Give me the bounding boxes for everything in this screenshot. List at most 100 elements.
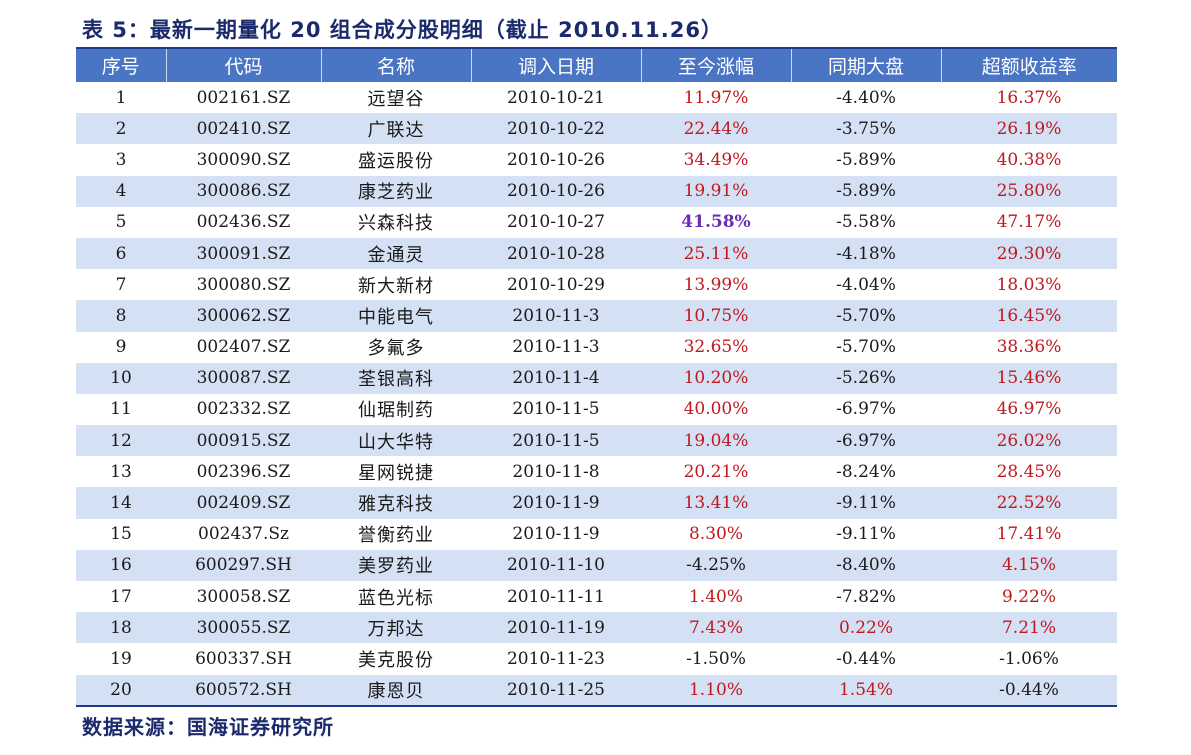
table-row: 18 300055.SZ 万邦达 2010-11-19 7.43% 0.22% 7.21% bbox=[76, 612, 1117, 644]
cell-name: 仙琚制药 bbox=[358, 400, 434, 422]
cell-excess: 29.30% bbox=[941, 237, 1117, 270]
cell-code: 600337.SH bbox=[195, 648, 292, 669]
cell-code: 300090.SZ bbox=[196, 149, 291, 170]
cell-name: 美罗药业 bbox=[321, 549, 471, 581]
cell-date: 2010-10-21 bbox=[506, 87, 605, 108]
cell-index: 8 bbox=[76, 300, 166, 332]
cell-gain: 1.10% bbox=[641, 674, 791, 706]
cell-name: 山大华特 bbox=[321, 425, 471, 457]
table-row: 8 300062.SZ 中能电气 2010-11-3 10.75% -5.70% 16.45… bbox=[76, 300, 1117, 332]
cell-market: -9.11% bbox=[791, 487, 941, 519]
cell-excess: 17.41% bbox=[996, 524, 1062, 545]
cell-index: 7 bbox=[115, 274, 127, 295]
table-row: 2 002410.SZ 广联达 2010-10-22 22.44% -3.75% 26.19… bbox=[76, 113, 1117, 145]
table-row: 20 600572.SH 康恩贝 2010-11-25 1.10% 1.54% -0.44% bbox=[76, 674, 1117, 706]
cell-excess: 18.03% bbox=[996, 274, 1062, 295]
header-index: 序号 bbox=[76, 49, 167, 82]
cell-gain: 34.49% bbox=[683, 149, 749, 170]
table-row: 11 002332.SZ 仙琚制药 2010-11-5 40.00% -6.97% 46.9… bbox=[76, 394, 1117, 425]
cell-code: 300055.SZ bbox=[166, 612, 321, 644]
cell-code: 002161.SZ bbox=[196, 87, 291, 108]
cell-index: 15 bbox=[110, 524, 132, 545]
cell-code: 300062.SZ bbox=[166, 300, 321, 332]
cell-market: -5.89% bbox=[836, 149, 896, 170]
table-row: 12 000915.SZ 山大华特 2010-11-5 19.04% -6.97% 26.0… bbox=[76, 425, 1117, 457]
cell-code: 002332.SZ bbox=[196, 399, 291, 420]
cell-gain: 1.40% bbox=[688, 586, 743, 607]
cell-index: 19 bbox=[110, 648, 132, 669]
header-code: 代码 bbox=[166, 49, 322, 82]
table-row: 7 300080.SZ 新大新材 2010-10-29 13.99% -4.04% 18.0… bbox=[76, 269, 1117, 300]
cell-name: 荃银高科 bbox=[321, 362, 471, 394]
cell-market: -5.70% bbox=[836, 337, 896, 358]
table-row: 1 002161.SZ 远望谷 2010-10-21 11.97% -4.40% 16.37… bbox=[76, 82, 1117, 113]
cell-excess: 26.19% bbox=[941, 113, 1117, 145]
cell-code: 300058.SZ bbox=[196, 586, 291, 607]
cell-date: 2010-10-28 bbox=[471, 237, 641, 270]
cell-code: 300086.SZ bbox=[166, 175, 321, 207]
cell-market: 0.22% bbox=[791, 612, 941, 644]
cell-date: 2010-11-9 bbox=[471, 487, 641, 519]
cell-gain: 10.20% bbox=[641, 362, 791, 394]
cell-excess: 7.21% bbox=[941, 612, 1117, 644]
cell-date: 2010-10-26 bbox=[506, 149, 605, 170]
cell-date: 2010-11-19 bbox=[471, 612, 641, 644]
cell-code: 600297.SH bbox=[166, 549, 321, 581]
cell-code: 002437.Sz bbox=[198, 524, 289, 545]
cell-code: 600572.SH bbox=[166, 674, 321, 706]
cell-gain: 40.00% bbox=[683, 399, 749, 420]
cell-index: 13 bbox=[110, 461, 132, 482]
cell-gain: 32.65% bbox=[683, 337, 749, 358]
cell-name: 远望谷 bbox=[367, 88, 425, 110]
cell-market: -7.82% bbox=[836, 586, 896, 607]
cell-gain: 20.21% bbox=[683, 461, 749, 482]
table-row: 14 002409.SZ 雅克科技 2010-11-9 13.41% -9.11% 22.5… bbox=[76, 487, 1117, 519]
cell-market: -9.11% bbox=[836, 524, 896, 545]
cell-gain: 11.97% bbox=[683, 87, 749, 108]
cell-code: 300087.SZ bbox=[166, 362, 321, 394]
cell-index: 5 bbox=[115, 212, 127, 233]
cell-code: 002410.SZ bbox=[166, 113, 321, 145]
cell-date: 2010-10-22 bbox=[471, 113, 641, 145]
cell-name: 新大新材 bbox=[358, 275, 434, 297]
cell-market: -8.24% bbox=[836, 461, 896, 482]
cell-gain: 7.43% bbox=[641, 612, 791, 644]
cell-index: 14 bbox=[76, 487, 166, 519]
cell-gain: -4.25% bbox=[641, 549, 791, 581]
cell-code: 300080.SZ bbox=[196, 274, 291, 295]
cell-name: 蓝色光标 bbox=[358, 587, 434, 609]
cell-index: 10 bbox=[76, 362, 166, 394]
cell-gain: 13.41% bbox=[641, 487, 791, 519]
cell-date: 2010-11-23 bbox=[506, 648, 605, 669]
cell-date: 2010-10-29 bbox=[506, 274, 605, 295]
cell-name: 广联达 bbox=[321, 113, 471, 145]
cell-gain: 41.58% bbox=[681, 212, 751, 233]
cell-code: 002409.SZ bbox=[166, 487, 321, 519]
cell-gain: 8.30% bbox=[688, 524, 743, 545]
holdings-table: 序号 代码 名称 调入日期 至今涨幅 同期大盘 超额收益率 1 002161.SZ… bbox=[76, 49, 1117, 706]
cell-code: 300091.SZ bbox=[166, 237, 321, 270]
cell-index: 20 bbox=[76, 674, 166, 706]
cell-date: 2010-10-27 bbox=[506, 212, 605, 233]
cell-code: 002407.SZ bbox=[196, 337, 291, 358]
table-row: 10 300087.SZ 荃银高科 2010-11-4 10.20% -5.26% 15.4… bbox=[76, 362, 1117, 394]
table-title: 表 5：最新一期量化 20 组合成分股明细（截止 2010.11.26） bbox=[82, 18, 723, 42]
cell-market: 1.54% bbox=[791, 674, 941, 706]
cell-date: 2010-11-3 bbox=[471, 300, 641, 332]
cell-name: 康恩贝 bbox=[321, 674, 471, 706]
cell-date: 2010-11-3 bbox=[512, 337, 600, 358]
cell-market: -0.44% bbox=[836, 648, 896, 669]
cell-gain: 22.44% bbox=[641, 113, 791, 145]
bottom-rule bbox=[76, 705, 1117, 707]
cell-index: 16 bbox=[76, 549, 166, 581]
cell-date: 2010-11-8 bbox=[512, 461, 600, 482]
table-row: 5 002436.SZ 兴森科技 2010-10-27 41.58% -5.58% 47.1… bbox=[76, 207, 1117, 238]
cell-market: -6.97% bbox=[791, 425, 941, 457]
header-excess: 超额收益率 bbox=[941, 49, 1117, 82]
cell-date: 2010-11-5 bbox=[471, 425, 641, 457]
cell-market: -5.58% bbox=[836, 212, 896, 233]
cell-gain: 13.99% bbox=[683, 274, 749, 295]
cell-name: 金通灵 bbox=[321, 237, 471, 270]
cell-date: 2010-11-4 bbox=[471, 362, 641, 394]
cell-excess: 47.17% bbox=[996, 212, 1062, 233]
